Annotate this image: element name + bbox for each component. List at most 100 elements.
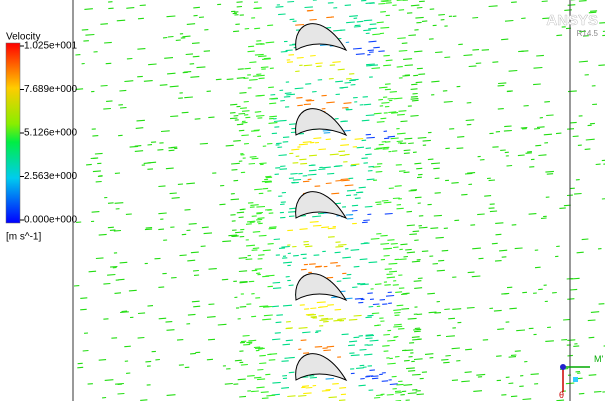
velocity-vector	[482, 50, 489, 51]
velocity-vector	[273, 282, 281, 283]
velocity-vector	[354, 27, 361, 28]
velocity-vector	[352, 205, 358, 206]
velocity-vector	[383, 248, 390, 249]
velocity-vector	[182, 112, 189, 113]
velocity-vector	[309, 155, 317, 156]
velocity-vector	[92, 212, 100, 213]
velocity-vector	[394, 324, 402, 325]
velocity-vector	[422, 251, 428, 252]
velocity-vector	[354, 315, 362, 316]
velocity-vector	[366, 317, 372, 318]
velocity-vector	[262, 276, 269, 277]
velocity-vector	[579, 1, 587, 2]
velocity-vector	[167, 330, 175, 331]
velocity-vector	[369, 41, 377, 42]
velocity-vector	[230, 118, 237, 119]
velocity-vector	[192, 43, 200, 44]
velocity-vector	[266, 395, 275, 396]
velocity-vector	[366, 335, 374, 336]
velocity-vector	[404, 360, 410, 361]
velocity-vector	[85, 35, 94, 36]
velocity-vector	[326, 378, 334, 379]
velocity-vector	[380, 27, 389, 28]
velocity-vector	[297, 105, 303, 106]
velocity-vector	[383, 149, 389, 150]
velocity-vector	[237, 212, 244, 213]
velocity-vector	[184, 72, 192, 73]
velocity-vector	[276, 7, 284, 8]
velocity-vector	[404, 150, 411, 151]
velocity-vector	[144, 81, 153, 82]
velocity-vector	[209, 269, 217, 270]
velocity-vector	[406, 368, 415, 369]
velocity-vector	[344, 103, 352, 104]
velocity-vector	[110, 230, 116, 231]
velocity-vector	[284, 97, 290, 98]
velocity-vector	[386, 3, 392, 4]
velocity-vector	[302, 332, 310, 333]
velocity-vector	[261, 392, 269, 393]
blades	[296, 24, 346, 380]
velocity-vector	[251, 391, 259, 392]
velocity-vector	[507, 166, 513, 167]
velocity-vector	[305, 246, 312, 247]
cfd-view: Velocity 1.025e+0017.689e+0005.126e+0002…	[0, 0, 605, 401]
velocity-vector	[589, 375, 597, 376]
velocity-vector	[388, 136, 395, 137]
velocity-vector	[387, 240, 394, 241]
velocity-vector	[444, 102, 453, 103]
velocity-vector	[264, 315, 273, 316]
velocity-vector	[341, 180, 350, 181]
velocity-vector	[267, 25, 273, 26]
velocity-vector	[399, 51, 408, 52]
velocity-vector	[310, 56, 316, 57]
velocity-vector	[120, 262, 128, 263]
velocity-vector	[452, 380, 458, 381]
velocity-vector	[77, 367, 83, 368]
velocity-vector	[374, 113, 382, 114]
velocity-vector	[306, 388, 313, 389]
legend-label: 1.025e+001	[24, 41, 78, 52]
velocity-vector	[135, 151, 143, 152]
blade	[296, 24, 346, 50]
velocity-vector	[416, 168, 422, 169]
velocity-vector	[570, 289, 577, 290]
velocity-vector	[283, 137, 289, 138]
velocity-vector	[457, 148, 464, 149]
velocity-vector	[412, 374, 421, 375]
velocity-vector	[425, 354, 433, 355]
velocity-vector	[232, 236, 238, 237]
velocity-vector	[287, 2, 294, 3]
velocity-vector	[282, 361, 289, 362]
velocity-vector	[208, 339, 215, 340]
velocity-vector	[257, 379, 265, 380]
velocity-vector	[259, 78, 265, 79]
velocity-vector	[414, 163, 421, 164]
velocity-vector	[327, 277, 333, 278]
velocity-vector	[230, 113, 236, 114]
velocity-vector	[168, 147, 174, 148]
velocity-vector	[382, 201, 389, 202]
velocity-vector	[570, 122, 577, 123]
velocity-vector	[84, 9, 93, 10]
velocity-vector	[261, 67, 269, 68]
velocity-vector	[186, 54, 193, 55]
velocity-vector	[255, 269, 262, 270]
velocity-vector	[299, 159, 306, 160]
velocity-vector	[219, 204, 225, 205]
velocity-vector	[305, 84, 311, 85]
velocity-vector	[352, 211, 358, 212]
velocity-vector	[363, 220, 370, 221]
velocity-vector	[431, 163, 440, 164]
velocity-vector	[342, 334, 349, 335]
velocity-vector	[195, 119, 201, 120]
velocity-vector	[256, 44, 262, 45]
velocity-vector	[279, 120, 286, 121]
velocity-vector	[337, 319, 346, 320]
velocity-vector	[193, 306, 200, 307]
velocity-vector	[283, 344, 291, 345]
velocity-vector	[372, 68, 381, 69]
velocity-vector	[287, 62, 293, 63]
velocity-vector	[591, 312, 599, 313]
velocity-vector	[413, 231, 420, 232]
